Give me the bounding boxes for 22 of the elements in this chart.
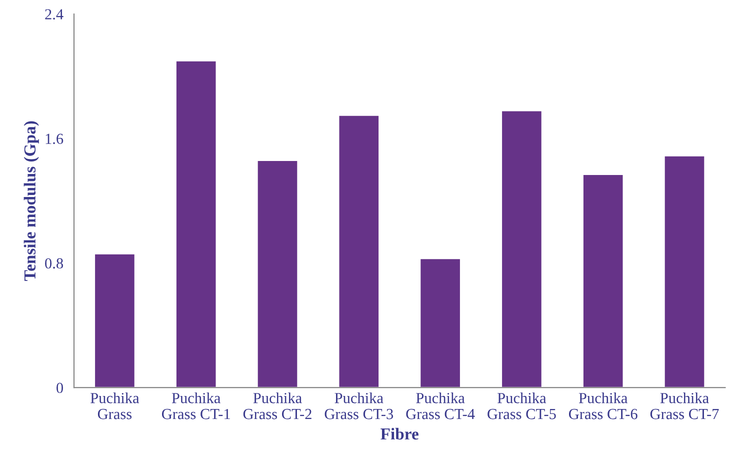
bar	[94, 253, 136, 388]
x-tick-label: Puchika Grass CT-4	[406, 392, 475, 420]
x-tick-label: Puchika Grass CT-1	[162, 392, 230, 420]
x-tick-label: Puchika Grass CT-6	[568, 392, 638, 420]
y-axis-title: Tensile modulus (Gpa)	[24, 121, 39, 281]
y-tick-label: 0	[56, 382, 63, 394]
bar	[500, 110, 543, 388]
y-tick-label: 2.4	[45, 9, 64, 20]
bar	[175, 60, 218, 388]
bar	[663, 154, 706, 388]
y-tick-label: 0.8	[45, 258, 63, 269]
x-tick-label: Puchika Grass CT-7	[650, 392, 719, 420]
bar	[338, 114, 380, 388]
x-tick-label: Puchika Grass CT-5	[488, 392, 556, 420]
x-tick-label: Puchika Grass CT-3	[324, 392, 394, 420]
bar	[582, 174, 624, 388]
x-tick-label: Puchika Grass CT-2	[243, 392, 312, 420]
bar	[256, 160, 299, 388]
x-axis-title: Fibre	[380, 428, 418, 440]
bar	[419, 258, 462, 388]
x-tick-label: Puchika Grass	[90, 392, 140, 420]
y-tick-label: 1.6	[46, 134, 64, 144]
